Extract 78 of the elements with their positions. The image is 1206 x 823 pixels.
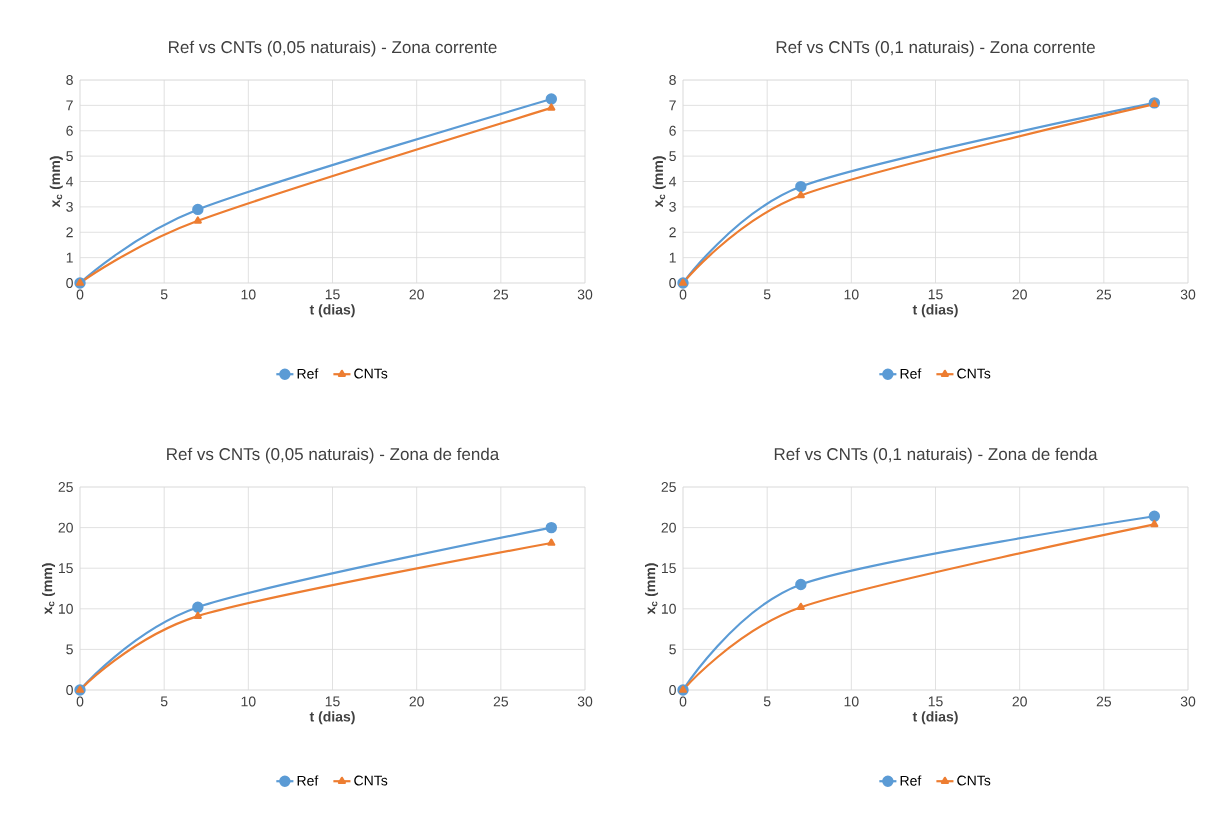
legend-label: CNTs bbox=[957, 775, 991, 786]
chart-title: Ref vs CNTs (0,1 naturais) - Zona corrente bbox=[776, 40, 1095, 57]
y-tick-label: 3 bbox=[669, 201, 676, 212]
y-tick-label: 10 bbox=[661, 603, 676, 614]
y-tick-label: 25 bbox=[661, 482, 676, 492]
x-tick-label: 20 bbox=[1012, 289, 1027, 300]
x-tick-label: 5 bbox=[160, 696, 168, 707]
x-tick-label: 15 bbox=[325, 289, 340, 300]
y-tick-label: 2 bbox=[66, 227, 73, 238]
x-tick-label: 20 bbox=[1012, 696, 1027, 707]
x-tick-label: 30 bbox=[1180, 696, 1196, 707]
y-tick-label: 5 bbox=[669, 644, 676, 655]
x-tick-label: 30 bbox=[577, 696, 593, 707]
x-tick-label: 25 bbox=[1096, 696, 1112, 707]
x-tick-label: 10 bbox=[844, 289, 859, 300]
legend-label: CNTs bbox=[957, 368, 991, 379]
y-tick-label: 1 bbox=[669, 252, 676, 263]
y-tick-label: 5 bbox=[66, 151, 73, 162]
y-tick-label: 3 bbox=[66, 201, 73, 212]
chart-title: Ref vs CNTs (0,1 naturais) - Zona de fenda bbox=[774, 447, 1098, 464]
x-tick-label: 30 bbox=[577, 289, 593, 300]
x-tick-label: 20 bbox=[409, 696, 424, 707]
y-tick-label: 0 bbox=[66, 278, 73, 288]
x-tick-label: 5 bbox=[763, 289, 771, 300]
y-tick-label: 4 bbox=[669, 176, 677, 187]
x-tick-label: 10 bbox=[844, 696, 859, 707]
x-tick-label: 0 bbox=[76, 696, 84, 707]
x-tick-label: 10 bbox=[241, 696, 256, 707]
y-tick-label: 25 bbox=[58, 482, 73, 492]
x-axis-title: t (dias) bbox=[309, 304, 355, 318]
x-tick-label: 5 bbox=[160, 289, 168, 300]
y-tick-label: 15 bbox=[58, 563, 73, 574]
y-tick-label: 2 bbox=[669, 227, 676, 238]
y-tick-label: 4 bbox=[66, 176, 74, 187]
chart-title: Ref vs CNTs (0,05 naturais) - Zona corrente bbox=[169, 40, 497, 57]
y-tick-label: 20 bbox=[661, 522, 676, 533]
x-tick-label: 10 bbox=[241, 289, 256, 300]
y-tick-label: 10 bbox=[58, 603, 73, 614]
x-tick-label: 15 bbox=[928, 696, 943, 707]
x-axis-title: t (dias) bbox=[912, 304, 958, 318]
x-tick-label: 15 bbox=[325, 696, 340, 707]
y-tick-label: 20 bbox=[58, 522, 73, 533]
legend-label: Ref bbox=[297, 775, 319, 786]
x-tick-label: 15 bbox=[928, 289, 943, 300]
y-axis-title: x$_{c}$ (mm) bbox=[49, 156, 63, 208]
y-tick-label: 0 bbox=[669, 278, 676, 288]
x-tick-label: 25 bbox=[493, 696, 509, 707]
y-axis-title: x$_{c}$ (mm) bbox=[644, 563, 659, 615]
x-tick-label: 0 bbox=[76, 289, 84, 300]
legend-label: CNTs bbox=[354, 775, 388, 786]
x-tick-label: 25 bbox=[493, 289, 509, 300]
y-tick-label: 6 bbox=[669, 125, 676, 136]
x-axis-title: t (dias) bbox=[912, 711, 958, 725]
y-tick-label: 7 bbox=[66, 100, 73, 111]
y-tick-label: 0 bbox=[669, 685, 676, 695]
y-axis-title: x$_{c}$ (mm) bbox=[41, 563, 56, 615]
x-tick-label: 0 bbox=[679, 289, 687, 300]
x-tick-label: 20 bbox=[409, 289, 424, 300]
legend-label: Ref bbox=[900, 775, 922, 786]
x-tick-label: 0 bbox=[679, 696, 687, 707]
x-tick-label: 5 bbox=[763, 696, 771, 707]
y-tick-label: 0 bbox=[66, 685, 73, 695]
y-tick-label: 15 bbox=[661, 563, 676, 574]
y-axis-title: x$_{c}$ (mm) bbox=[652, 156, 666, 208]
y-tick-label: 1 bbox=[66, 252, 73, 263]
x-tick-label: 30 bbox=[1180, 289, 1196, 300]
chart-title: Ref vs CNTs (0,05 naturais) - Zona de fenda bbox=[167, 447, 500, 464]
y-tick-label: 5 bbox=[66, 644, 73, 655]
y-tick-label: 7 bbox=[669, 100, 676, 111]
legend-label: Ref bbox=[900, 368, 922, 379]
y-tick-label: 8 bbox=[669, 75, 676, 85]
y-tick-label: 6 bbox=[66, 125, 73, 136]
legend-label: Ref bbox=[297, 368, 319, 379]
x-tick-label: 25 bbox=[1096, 289, 1112, 300]
y-tick-label: 5 bbox=[669, 151, 676, 162]
x-axis-title: t (dias) bbox=[309, 711, 355, 725]
legend-label: CNTs bbox=[354, 368, 388, 379]
y-tick-label: 8 bbox=[66, 75, 73, 85]
